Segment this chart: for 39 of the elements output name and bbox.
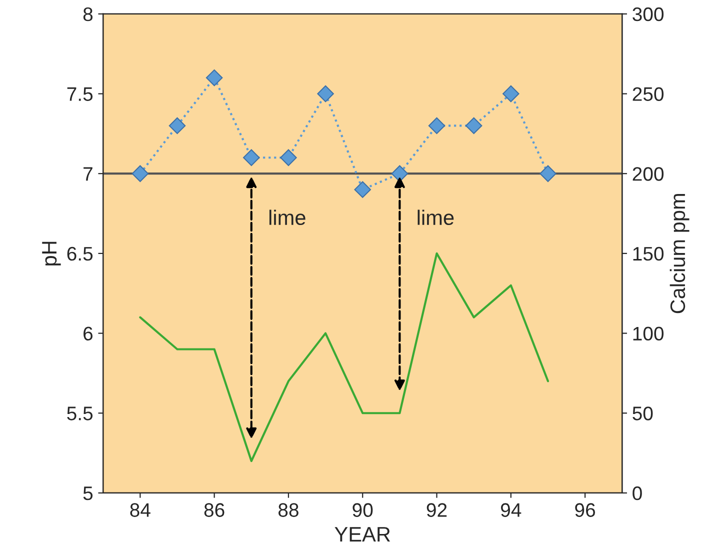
x-tick-label: 90 [352, 503, 373, 517]
y2-tick-label: 150 [633, 246, 664, 261]
point [243, 149, 260, 166]
y2-axis-title: Calcium ppm [670, 194, 690, 314]
point [354, 181, 371, 198]
y-tick-label: 5 [83, 486, 93, 500]
x-tick-label: 86 [204, 503, 224, 517]
y-tick-label: 7.5 [67, 87, 93, 101]
point [168, 117, 186, 134]
point [502, 85, 520, 102]
y2-tick-label: 100 [633, 326, 664, 341]
point [540, 165, 556, 182]
x-axis-title: YEAR [334, 527, 390, 542]
y2-tick-label: 200 [632, 167, 664, 181]
y2-tick-label: 0 [632, 486, 642, 500]
point [428, 117, 446, 134]
line-series [139, 252, 550, 462]
x-tick-label: 94 [501, 503, 522, 517]
point [317, 85, 334, 102]
y-tick-label: 6.5 [67, 246, 93, 261]
annotation: lime [269, 210, 306, 226]
x-tick-label: 96 [575, 503, 596, 517]
x-tick-label: 84 [130, 503, 150, 517]
x-tick-label: 92 [426, 503, 447, 517]
y2-tick-label: 250 [632, 87, 664, 101]
point [391, 165, 408, 182]
y-tick-label: 6 [84, 326, 93, 341]
point [132, 165, 149, 182]
point [280, 149, 297, 166]
y2-tick-label: 300 [632, 7, 664, 22]
y-tick-label: 5.5 [67, 406, 93, 420]
y2-tick-label: 50 [632, 406, 653, 420]
y-tick-label: 8 [83, 7, 93, 22]
point [465, 117, 482, 134]
y-axis-title: pH [42, 242, 61, 266]
x-tick-label: 88 [278, 503, 298, 517]
y-tick-label: 7 [84, 167, 92, 181]
annotation: lime [418, 210, 454, 226]
point [206, 69, 223, 86]
